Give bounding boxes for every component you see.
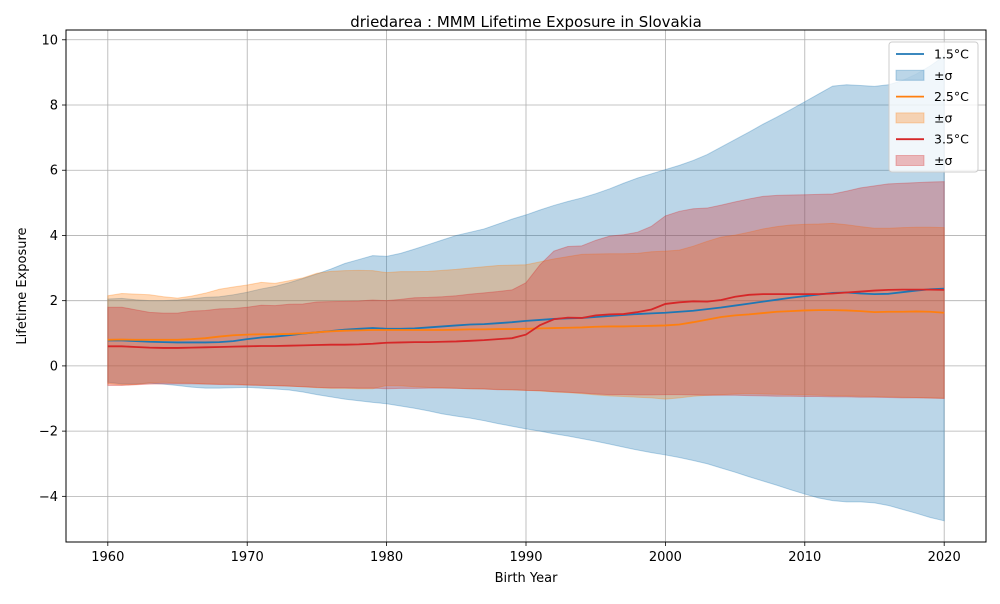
grid-lines bbox=[66, 30, 986, 542]
y-tick-label: 4 bbox=[50, 229, 58, 244]
x-tick-label: 2010 bbox=[788, 550, 821, 565]
y-tick-label: 10 bbox=[41, 33, 58, 48]
y-axis-title: Lifetime Exposure bbox=[15, 227, 30, 344]
y-tick-label: −4 bbox=[39, 490, 58, 505]
line-15CC bbox=[107, 287, 945, 344]
chart-title: driedarea : MMM Lifetime Exposure in Slo… bbox=[350, 13, 702, 31]
x-tick-label: 2000 bbox=[649, 550, 682, 565]
axis-ticks: 1960 1970 1980 1990 2000 2010 2020 −4 −2 0 2 4 6 8 10 bbox=[39, 33, 961, 565]
legend-band-label: ±σ bbox=[934, 68, 952, 83]
y-tick-label: 2 bbox=[50, 294, 58, 309]
legend-band-swatch bbox=[895, 155, 925, 166]
legend-band-swatch bbox=[895, 69, 925, 81]
x-tick-label: 1960 bbox=[91, 550, 124, 565]
y-tick-label: 6 bbox=[50, 164, 58, 179]
mean-lines bbox=[107, 287, 945, 349]
line-35CC bbox=[107, 288, 945, 349]
line-25CC bbox=[107, 309, 945, 341]
legend-label: 3.5°C bbox=[934, 132, 969, 147]
legend-band-swatch bbox=[895, 112, 925, 124]
x-tick-label: 1980 bbox=[370, 550, 403, 565]
x-tick-label: 2020 bbox=[928, 550, 961, 565]
y-tick-label: 8 bbox=[50, 99, 58, 114]
x-tick-label: 1970 bbox=[231, 550, 264, 565]
band-25CC bbox=[107, 222, 945, 400]
legend-band-label: ±σ bbox=[934, 110, 952, 125]
y-tick-label: −2 bbox=[39, 425, 58, 440]
legend: 1.5°C ±σ 2.5°C ±σ 3.5°C ±σ bbox=[888, 41, 979, 173]
legend-label: 2.5°C bbox=[934, 89, 969, 104]
legend-band-label: ±σ bbox=[934, 153, 952, 168]
legend-label: 1.5°C bbox=[934, 47, 969, 62]
x-axis-title: Birth Year bbox=[495, 571, 559, 586]
y-tick-label: 0 bbox=[50, 359, 58, 374]
band-15CC bbox=[107, 55, 945, 522]
x-tick-label: 1990 bbox=[509, 550, 542, 565]
